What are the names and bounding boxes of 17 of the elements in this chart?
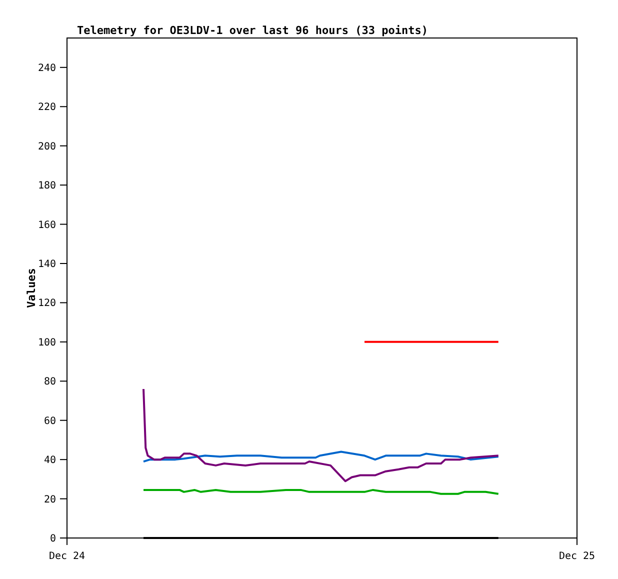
y-tick-label: 40 [44,455,56,466]
y-tick-label: 160 [38,220,56,231]
y-tick-label: 140 [38,258,56,270]
y-tick-label: 180 [38,180,56,192]
y-tick-label: 200 [38,141,56,152]
y-axis-title: Values [25,268,38,308]
y-tick-label: 240 [38,62,56,74]
x-tick-label: Dec 24 [48,551,86,562]
chart-title: Telemetry for OE3LDV-1 over last 96 hours (33 points) [77,24,428,37]
y-tick-label: 220 [38,102,56,114]
y-tick-label: 100 [38,337,56,348]
x-tick-label: Dec 25 [558,551,596,562]
y-tick-label: 0 [50,534,56,544]
y-tick-label: 120 [38,298,56,310]
y-tick-label: 20 [44,494,56,506]
y-tick-label: 80 [44,376,56,388]
y-tick-label: 60 [44,416,56,427]
